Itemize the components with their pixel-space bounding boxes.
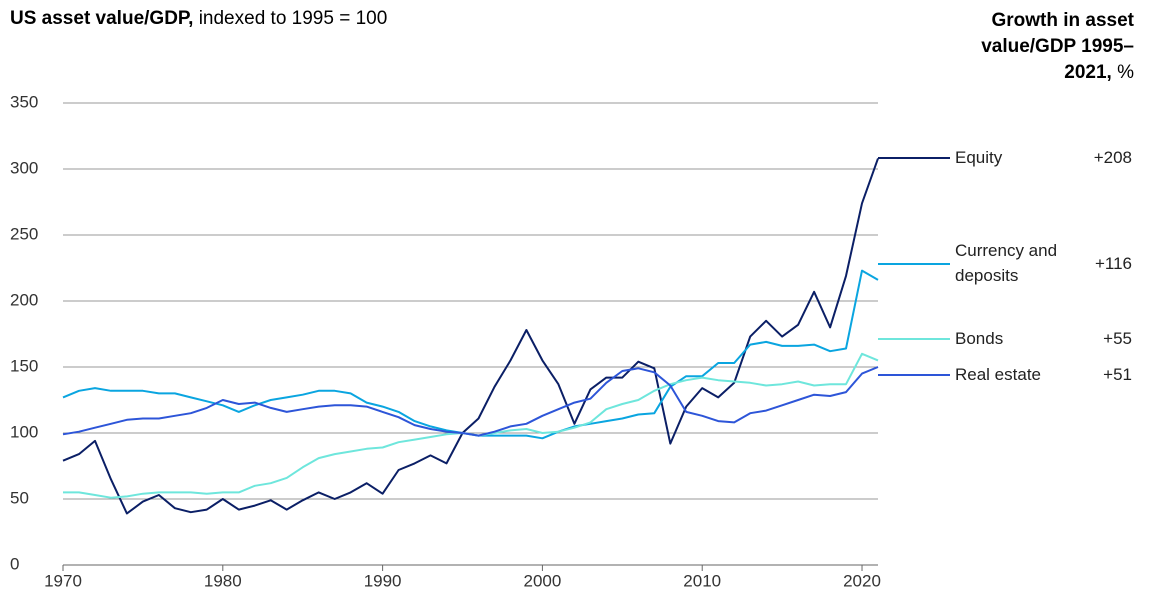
title-rest: indexed to 1995 = 100	[198, 8, 388, 29]
legend-label: Real estate	[955, 365, 1041, 384]
legend-label: Equity	[955, 148, 1003, 167]
legend-growth: +208	[1093, 148, 1132, 167]
y-tick-label: 300	[10, 158, 38, 177]
legend-title-unit: %	[1117, 62, 1134, 83]
y-tick-label: 200	[10, 290, 38, 309]
x-tick-label: 2010	[683, 571, 721, 590]
x-tick-label: 1980	[204, 571, 242, 590]
y-tick-label: 350	[10, 92, 38, 111]
legend-label: Currency and deposits	[955, 241, 1058, 285]
x-tick-label: 2000	[523, 571, 561, 590]
y-tick-label: 100	[10, 422, 38, 441]
y-tick-label: 150	[10, 356, 38, 375]
legend-growth: +55	[1103, 329, 1132, 348]
legend-label: Bonds	[955, 329, 1004, 348]
legend-growth: +51	[1103, 365, 1132, 384]
legend-title: Growth in asset value/GDP 1995–2021, %	[964, 8, 1134, 86]
y-tick-label: 250	[10, 224, 38, 243]
title-bold: US asset value/GDP,	[10, 8, 194, 29]
legend-growth: +116	[1094, 254, 1132, 273]
legend-title-bold: Growth in asset value/GDP 1995–2021,	[981, 10, 1134, 83]
series-line	[62, 158, 879, 515]
y-tick-label: 0	[10, 554, 19, 573]
x-tick-label: 1990	[364, 571, 402, 590]
x-tick-label: 2020	[843, 571, 881, 590]
chart-title: US asset value/GDP, indexed to 1995 = 10…	[10, 8, 387, 30]
x-tick-label: 1970	[44, 571, 82, 590]
series-line	[62, 366, 879, 437]
y-tick-label: 50	[10, 488, 29, 507]
